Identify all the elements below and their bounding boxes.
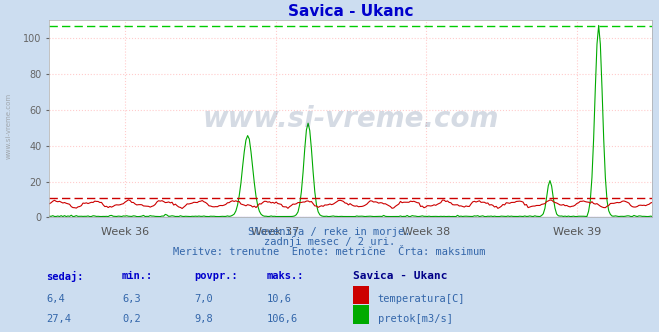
Text: 6,3: 6,3	[122, 294, 140, 304]
Text: www.si-vreme.com: www.si-vreme.com	[5, 93, 12, 159]
Text: Savica - Ukanc: Savica - Ukanc	[353, 271, 447, 281]
Text: 9,8: 9,8	[194, 314, 213, 324]
Text: 10,6: 10,6	[267, 294, 292, 304]
Text: www.si-vreme.com: www.si-vreme.com	[203, 105, 499, 133]
Text: 106,6: 106,6	[267, 314, 298, 324]
Text: min.:: min.:	[122, 271, 153, 281]
Text: 0,2: 0,2	[122, 314, 140, 324]
Text: pretok[m3/s]: pretok[m3/s]	[378, 314, 453, 324]
Text: 7,0: 7,0	[194, 294, 213, 304]
Text: Meritve: trenutne  Enote: metrične  Črta: maksimum: Meritve: trenutne Enote: metrične Črta: …	[173, 247, 486, 257]
Text: 27,4: 27,4	[46, 314, 71, 324]
Text: povpr.:: povpr.:	[194, 271, 238, 281]
Text: maks.:: maks.:	[267, 271, 304, 281]
Text: sedaj:: sedaj:	[46, 271, 84, 282]
Text: temperatura[C]: temperatura[C]	[378, 294, 465, 304]
Text: Slovenija / reke in morje.: Slovenija / reke in morje.	[248, 227, 411, 237]
Text: zadnji mesec / 2 uri.: zadnji mesec / 2 uri.	[264, 237, 395, 247]
Title: Savica - Ukanc: Savica - Ukanc	[288, 4, 414, 19]
Text: 6,4: 6,4	[46, 294, 65, 304]
